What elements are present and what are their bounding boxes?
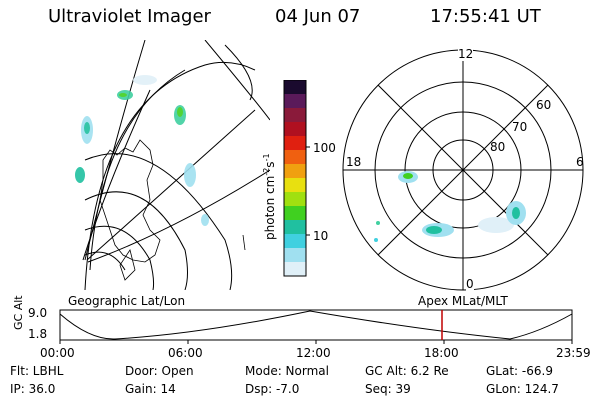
altitude-plot bbox=[59, 309, 573, 344]
colorbar-swatch bbox=[284, 122, 306, 137]
colorbar-swatch bbox=[284, 178, 306, 193]
colorbar-swatch bbox=[284, 206, 306, 221]
geographic-label: Geographic Lat/Lon bbox=[68, 294, 186, 308]
colorbar-swatch bbox=[284, 164, 306, 179]
info-glon: GLon: 124.7 bbox=[486, 382, 559, 396]
colorbar-swatch bbox=[284, 94, 306, 109]
polar-plot bbox=[342, 49, 584, 291]
time-tick-2359: 23:59 bbox=[556, 346, 591, 360]
info-seq: Seq: 39 bbox=[365, 382, 411, 396]
colorbar-swatch bbox=[284, 234, 306, 249]
info-glat: GLat: -66.9 bbox=[486, 364, 553, 378]
mlt-label-12: 12 bbox=[458, 47, 474, 61]
page-title: Ultraviolet Imager bbox=[48, 6, 211, 27]
colorbar-tick-10: 10 bbox=[313, 229, 329, 243]
info-door: Door: Open bbox=[125, 364, 194, 378]
info-flt: Flt: LBHL bbox=[10, 364, 64, 378]
time-tick-1800: 18:00 bbox=[424, 346, 459, 360]
info-mode: Mode: Normal bbox=[245, 364, 329, 378]
colorbar-label: photon cm-2s-1 bbox=[262, 153, 277, 240]
info-ip: IP: 36.0 bbox=[10, 382, 56, 396]
colorbar-swatch bbox=[284, 262, 306, 277]
colorbar-swatch bbox=[284, 248, 306, 263]
mlt-label-18: 18 bbox=[346, 155, 362, 169]
geographic-map-panel bbox=[75, 40, 270, 290]
altitude-ytick-low: 1.8 bbox=[28, 327, 48, 341]
lat-label-70: 70 bbox=[512, 120, 528, 134]
apex-label: Apex MLat/MLT bbox=[418, 294, 508, 308]
colorbar-swatch bbox=[284, 150, 306, 165]
limb-arc-outer bbox=[84, 61, 256, 290]
colorbar-swatch bbox=[284, 220, 306, 235]
mlt-label-6: 6 bbox=[576, 155, 584, 169]
colorbar-tick-100: 100 bbox=[313, 141, 336, 155]
aurora-emission-left bbox=[75, 75, 209, 226]
time-tick-1200: 12:00 bbox=[296, 346, 331, 360]
info-gc-alt: GC Alt: 6.2 Re bbox=[365, 364, 449, 378]
altitude-ylabel: GC Alt bbox=[12, 295, 25, 330]
altitude-curve bbox=[59, 310, 573, 340]
time-label: 17:55:41 UT bbox=[430, 6, 541, 27]
time-tick-0600: 06:00 bbox=[168, 346, 203, 360]
date-label: 04 Jun 07 bbox=[275, 6, 361, 27]
colorbar-swatch bbox=[284, 108, 306, 123]
aurora-emission-polar bbox=[374, 171, 526, 242]
info-dsp: Dsp: -7.0 bbox=[245, 382, 300, 396]
lat-label-60: 60 bbox=[536, 98, 552, 112]
altitude-ytick-high: 9.0 bbox=[28, 306, 48, 320]
colorbar bbox=[283, 80, 310, 277]
time-tick-0000: 00:00 bbox=[40, 346, 75, 360]
mlt-label-0: 0 bbox=[466, 277, 474, 291]
colorbar-swatch bbox=[284, 192, 306, 207]
colorbar-swatch bbox=[284, 80, 306, 95]
info-gain: Gain: 14 bbox=[125, 382, 176, 396]
colorbar-swatch bbox=[284, 136, 306, 151]
lat-label-80: 80 bbox=[490, 140, 506, 154]
